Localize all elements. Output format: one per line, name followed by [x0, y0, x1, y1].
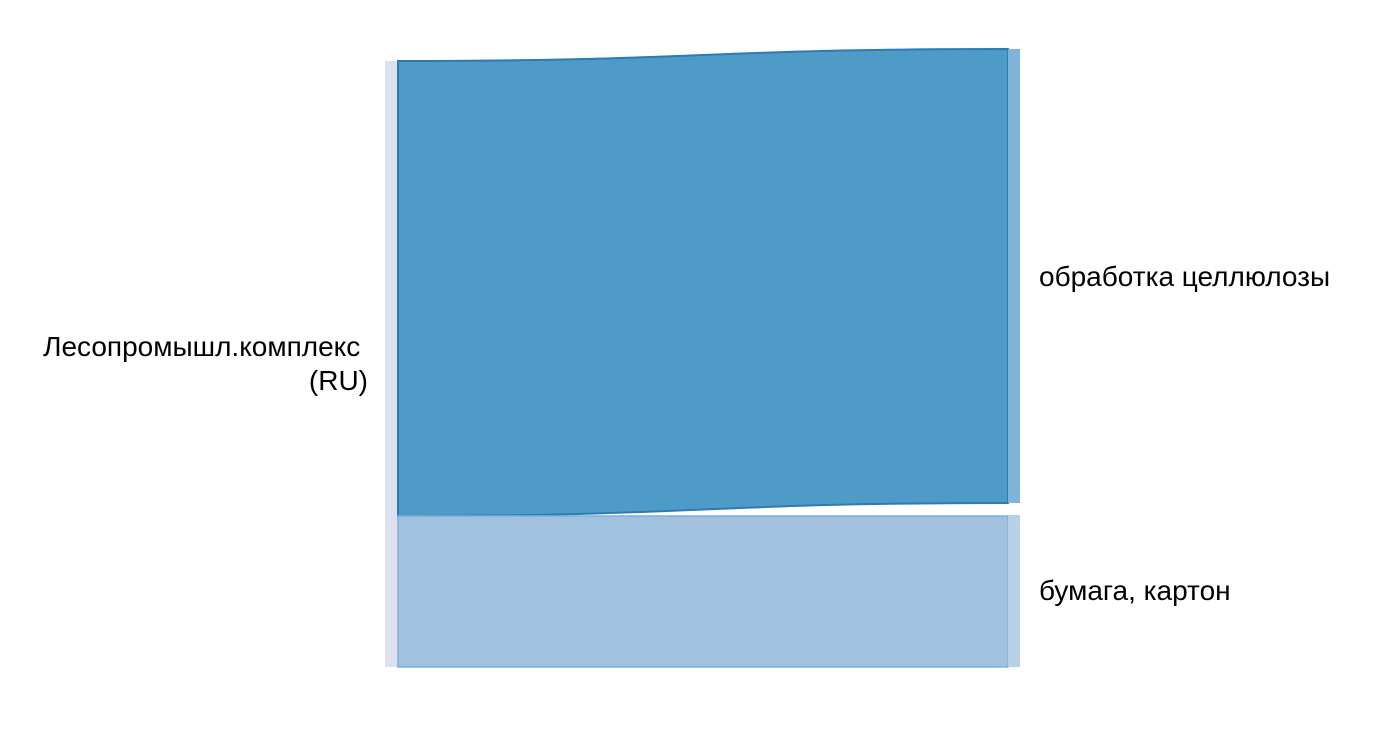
flow-source-to-pulp — [397, 47, 1009, 518]
flow-source-to-paper — [397, 515, 1009, 668]
pulp-node-label: обработка целлюлозы — [1039, 261, 1330, 292]
pulp-node — [1008, 49, 1020, 503]
source-node — [385, 61, 398, 667]
source-node-label: Лесопромышл.комплекс (RU) — [43, 331, 368, 396]
paper-node-label: бумага, картон — [1039, 575, 1231, 606]
paper-node — [1008, 515, 1020, 667]
